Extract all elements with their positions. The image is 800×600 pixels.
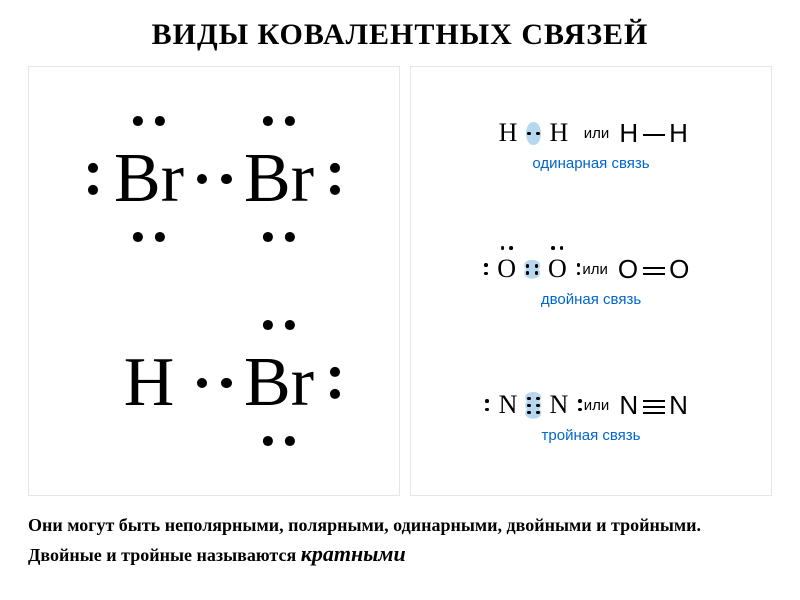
page-title: ВИДЫ КОВАЛЕНТНЫХ СВЯЗЕЙ bbox=[28, 18, 772, 52]
lewis-br2: BrBr bbox=[109, 139, 320, 220]
or-label: или bbox=[582, 261, 608, 278]
line-n2: NN bbox=[619, 390, 689, 421]
label-single: одинарная связь bbox=[532, 155, 649, 172]
or-label: или bbox=[584, 125, 610, 142]
panels: BrBr HBr HH или HH одинарная связь OO ил… bbox=[28, 66, 772, 496]
footer-emph: кратными bbox=[301, 541, 406, 566]
bond-single: HH или HH одинарная связь bbox=[417, 118, 765, 172]
line-h2: HH bbox=[619, 118, 689, 149]
label-triple: тройная связь bbox=[542, 427, 641, 444]
right-panel: HH или HH одинарная связь OO или OO двой… bbox=[410, 66, 772, 496]
lewis-n2: NN bbox=[493, 391, 574, 421]
lewis-h2: HH bbox=[493, 119, 574, 149]
lewis-hbr: HBr bbox=[109, 343, 320, 424]
line-o2: OO bbox=[618, 254, 690, 285]
bond-double: OO или OO двойная связь bbox=[417, 254, 765, 308]
footer-text: Они могут быть неполярными, полярными, о… bbox=[28, 512, 772, 570]
lewis-o2: OO bbox=[492, 255, 573, 285]
bond-triple: NN или NN тройная связь bbox=[417, 390, 765, 444]
or-label: или bbox=[584, 397, 610, 414]
left-panel: BrBr HBr bbox=[28, 66, 400, 496]
label-double: двойная связь bbox=[541, 291, 641, 308]
